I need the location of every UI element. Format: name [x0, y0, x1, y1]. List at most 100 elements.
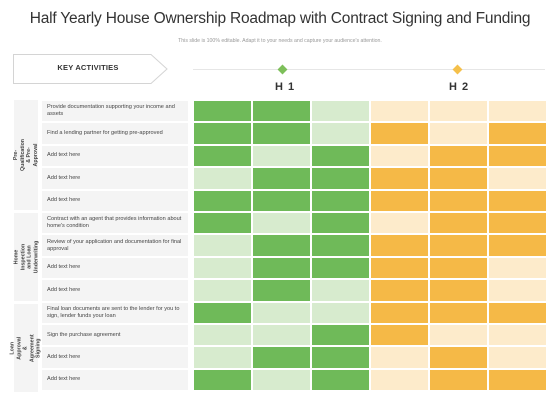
grid-cell — [370, 301, 429, 324]
grid-cell — [311, 324, 370, 347]
grid-cell — [311, 346, 370, 369]
grid-cell — [488, 324, 547, 347]
grid-cell — [311, 100, 370, 123]
activity-item: Add text here — [42, 347, 188, 368]
timeline-divider — [193, 69, 545, 70]
grid-cell — [311, 256, 370, 280]
grid-cell — [193, 234, 252, 257]
activity-item: Find a lending partner for getting pre-a… — [42, 123, 188, 144]
grid-cell — [488, 234, 547, 257]
grid-cell — [311, 301, 370, 324]
grid-cell — [193, 167, 252, 190]
section-pre-qualification: Pre-Qualification & Pre-Approval — [13, 100, 39, 210]
grid-cell — [311, 122, 370, 145]
grid-cell — [429, 234, 488, 257]
grid-cell — [252, 167, 311, 190]
grid-cell — [311, 144, 370, 168]
grid-cell — [311, 212, 370, 235]
grid-cell — [429, 189, 488, 212]
grid-cell — [311, 167, 370, 190]
grid-cell — [370, 256, 429, 280]
grid-cell — [252, 100, 311, 123]
h1-diamond-icon — [277, 64, 288, 75]
grid-cell — [429, 144, 488, 168]
grid-cell — [370, 189, 429, 212]
grid-cell — [488, 212, 547, 235]
grid-cell — [370, 234, 429, 257]
activity-item: Review of your application and documenta… — [42, 235, 188, 256]
grid-cell — [193, 301, 252, 324]
grid-cell — [488, 189, 547, 212]
grid-cell — [311, 279, 370, 302]
grid-cell — [311, 189, 370, 212]
grid-cell — [193, 346, 252, 369]
section-loan-approval: Loan Approval & Agreement Signing — [10, 304, 42, 392]
grid-cell — [252, 279, 311, 302]
grid-cell — [429, 346, 488, 369]
key-activities-label: KEY ACTIVITIES — [57, 63, 119, 72]
activity-item: Add text here — [42, 257, 188, 279]
grid-cell — [193, 189, 252, 212]
grid-cell — [488, 100, 547, 123]
grid-cell — [193, 256, 252, 280]
grid-cell — [488, 167, 547, 190]
grid-cell — [370, 122, 429, 145]
grid-cell — [488, 346, 547, 369]
section-label: Pre-Qualification & Pre-Approval — [13, 138, 39, 172]
h2-diamond-icon — [452, 64, 463, 75]
grid-cell — [370, 100, 429, 123]
grid-cell — [252, 368, 311, 392]
h1-header: H 1 — [275, 81, 296, 93]
section-home-inspection: Home Inspection and Loan Underwriting — [13, 213, 39, 301]
grid-cell — [252, 189, 311, 212]
grid-cell — [193, 212, 252, 235]
grid-cell — [488, 368, 547, 392]
grid-cell — [311, 368, 370, 392]
grid-cell — [311, 234, 370, 257]
grid-cell — [429, 301, 488, 324]
activity-item: Contract with an agent that provides inf… — [42, 213, 188, 234]
grid-cell — [252, 144, 311, 168]
section-label: Loan Approval & Agreement Signing — [9, 334, 42, 362]
grid-cell — [193, 122, 252, 145]
grid-cell — [370, 279, 429, 302]
grid-cell — [429, 256, 488, 280]
activity-item: Add text here — [42, 168, 188, 189]
key-activities-arrow-icon — [13, 54, 168, 84]
grid-cell — [252, 234, 311, 257]
grid-cell — [370, 167, 429, 190]
grid-cell — [429, 100, 488, 123]
grid-cell — [252, 324, 311, 347]
page-subtitle: This slide is 100% editable. Adapt it to… — [178, 38, 382, 44]
grid-cell — [370, 368, 429, 392]
grid-cell — [370, 324, 429, 347]
grid-cell — [429, 368, 488, 392]
grid-cell — [252, 301, 311, 324]
activity-item: Sign the purchase agreement — [42, 325, 188, 346]
activity-item: Add text here — [42, 145, 188, 167]
page-title: Half Yearly House Ownership Roadmap with… — [29, 10, 531, 27]
activity-item: Provide documentation supporting your in… — [42, 101, 188, 122]
grid-cell — [429, 212, 488, 235]
activity-item: Add text here — [42, 280, 188, 301]
activity-item: Final loan documents are sent to the len… — [42, 302, 188, 323]
grid-cell — [429, 324, 488, 347]
grid-cell — [370, 212, 429, 235]
grid-cell — [252, 212, 311, 235]
grid-cell — [193, 100, 252, 123]
grid-cell — [429, 122, 488, 145]
grid-cell — [429, 167, 488, 190]
grid-cell — [193, 324, 252, 347]
grid-cell — [488, 279, 547, 302]
section-label: Home Inspection and Loan Underwriting — [13, 240, 39, 274]
h2-header: H 2 — [449, 81, 470, 93]
grid-cell — [370, 144, 429, 168]
grid-cell — [252, 122, 311, 145]
grid-cell — [488, 301, 547, 324]
grid-cell — [193, 279, 252, 302]
activity-item: Add text here — [42, 190, 188, 211]
grid-cell — [252, 346, 311, 369]
grid-cell — [193, 144, 252, 168]
activity-item: Add text here — [42, 369, 188, 391]
grid-cell — [488, 144, 547, 168]
